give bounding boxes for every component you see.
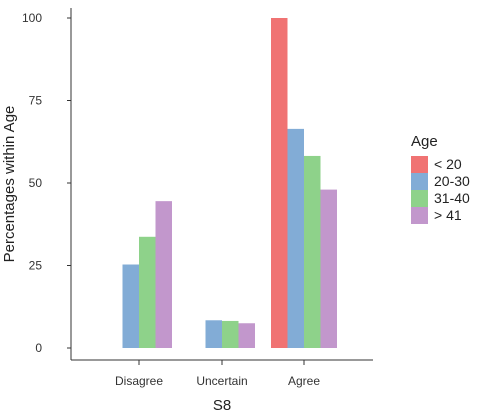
bar-agree-series-3 bbox=[320, 189, 337, 348]
y-ticks-group: 0 25 50 75 100 bbox=[22, 11, 71, 355]
y-tick-label: 50 bbox=[29, 176, 43, 190]
bar-disagree-series-1 bbox=[122, 264, 139, 348]
x-ticks-group: Disagree Uncertain Agree bbox=[115, 360, 320, 388]
legend-key bbox=[411, 190, 428, 207]
bar-disagree-series-3 bbox=[155, 201, 172, 348]
bar-uncertain-series-1 bbox=[205, 320, 222, 348]
bar-uncertain-series-2 bbox=[222, 320, 239, 348]
y-axis-title: Percentages within Age bbox=[1, 106, 18, 263]
x-tick-label: Disagree bbox=[115, 374, 163, 388]
x-tick-label: Agree bbox=[288, 374, 320, 388]
y-tick-label: 25 bbox=[29, 259, 43, 273]
y-tick-label: 100 bbox=[22, 11, 42, 25]
legend-key bbox=[411, 173, 428, 190]
x-axis-title: S8 bbox=[213, 397, 231, 414]
bar-agree-series-0 bbox=[271, 18, 288, 348]
legend-title: Age bbox=[411, 133, 438, 150]
legend-key bbox=[411, 207, 428, 224]
x-tick-label: Uncertain bbox=[196, 374, 247, 388]
bar-disagree-series-2 bbox=[139, 236, 156, 348]
legend-label: 20-30 bbox=[434, 173, 470, 189]
legend-label: 31-40 bbox=[434, 190, 470, 206]
bar-uncertain-series-3 bbox=[238, 323, 255, 348]
legend-label: < 20 bbox=[434, 156, 462, 172]
legend-label: > 41 bbox=[434, 207, 462, 223]
y-tick-label: 75 bbox=[29, 94, 43, 108]
y-tick-label: 0 bbox=[35, 341, 42, 355]
bar-agree-series-2 bbox=[304, 155, 321, 348]
bar-agree-series-1 bbox=[287, 128, 304, 348]
bars-group bbox=[122, 18, 337, 348]
legend-key bbox=[411, 156, 428, 173]
